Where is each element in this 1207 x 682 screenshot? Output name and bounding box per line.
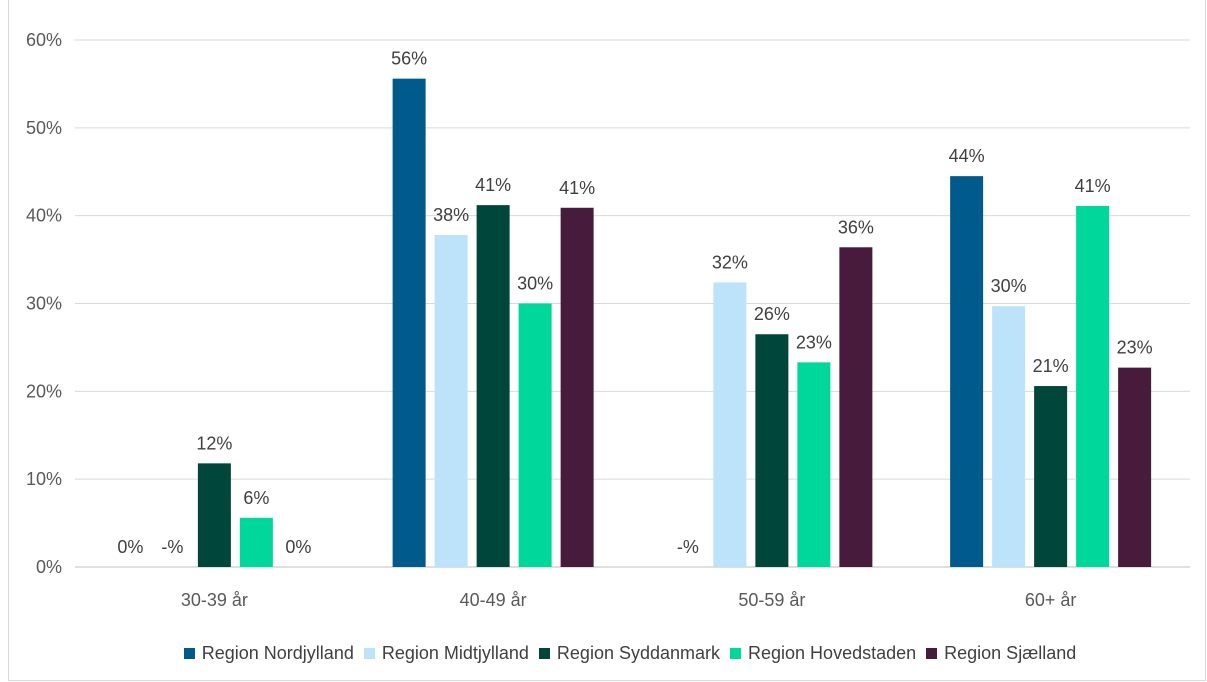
- data-label: 56%: [391, 49, 427, 69]
- data-label: 44%: [949, 146, 985, 166]
- data-label: 21%: [1033, 356, 1069, 376]
- legend-label: Region Sjælland: [944, 642, 1077, 663]
- x-tick-label: 40-49 år: [460, 590, 527, 610]
- y-tick-label: 10%: [26, 469, 62, 489]
- y-tick-label: 0%: [36, 557, 62, 577]
- y-tick-label: 20%: [26, 381, 62, 401]
- legend-label: Region Midtjylland: [381, 642, 529, 663]
- y-tick-label: 30%: [26, 294, 62, 314]
- bar: [197, 463, 231, 567]
- data-label: 12%: [196, 433, 232, 453]
- legend-swatch: [926, 647, 938, 659]
- data-label: -%: [161, 537, 183, 557]
- bar: [839, 247, 873, 567]
- bar: [476, 205, 510, 568]
- legend-label: Region Syddanmark: [556, 642, 721, 663]
- data-label: 0%: [285, 537, 311, 557]
- bar: [560, 207, 594, 568]
- bar: [992, 306, 1026, 567]
- data-label: 26%: [754, 304, 790, 324]
- data-label: 30%: [517, 274, 553, 294]
- data-label: 6%: [243, 488, 269, 508]
- bar: [797, 362, 831, 567]
- bar: [518, 303, 552, 567]
- data-label: 23%: [796, 332, 832, 352]
- data-label: 0%: [117, 537, 143, 557]
- x-tick-label: 50-59 år: [738, 590, 805, 610]
- bar: [1118, 367, 1152, 567]
- data-label: 38%: [433, 205, 469, 225]
- bar: [755, 334, 789, 567]
- data-label: 30%: [991, 276, 1027, 296]
- legend-item: Region Nordjylland: [183, 642, 354, 664]
- bar: [239, 517, 273, 567]
- bar: [713, 282, 747, 567]
- bar: [1076, 206, 1110, 567]
- legend-label: Region Nordjylland: [201, 642, 354, 663]
- y-tick-label: 50%: [26, 118, 62, 138]
- data-label: 41%: [475, 175, 511, 195]
- x-tick-label: 60+ år: [1025, 590, 1077, 610]
- chart-frame: [8, 0, 1206, 681]
- bar: [950, 176, 984, 567]
- bar: [434, 234, 468, 568]
- bar: [1034, 386, 1068, 567]
- data-label: 23%: [1117, 338, 1153, 358]
- data-label: -%: [677, 537, 699, 557]
- legend-label: Region Hovedstaden: [748, 642, 917, 663]
- legend-item: Region Hovedstaden: [730, 643, 916, 664]
- legend-item: Region Sjælland: [926, 643, 1076, 664]
- y-tick-label: 60%: [26, 30, 62, 50]
- legend-swatch: [183, 647, 195, 659]
- x-tick-label: 30-39 år: [181, 590, 248, 610]
- legend-swatch: [730, 647, 742, 659]
- data-label: 41%: [1075, 176, 1111, 196]
- data-label: 32%: [712, 252, 748, 272]
- y-tick-label: 40%: [26, 206, 62, 226]
- legend-item: Region Syddanmark: [538, 642, 721, 664]
- bar: [392, 78, 426, 567]
- data-label: 41%: [559, 178, 595, 198]
- legend-item: Region Midtjylland: [363, 642, 529, 664]
- legend: Region Nordjylland Region Midtjylland Regi…: [70, 640, 1190, 666]
- data-label: 36%: [838, 217, 874, 237]
- legend-swatch: [363, 647, 375, 659]
- legend-swatch: [538, 647, 550, 659]
